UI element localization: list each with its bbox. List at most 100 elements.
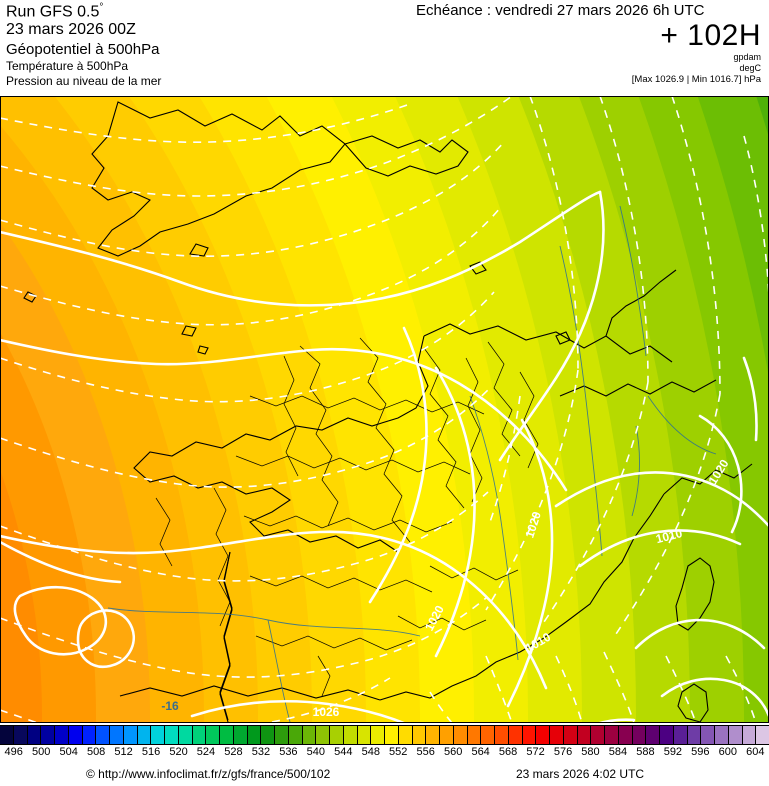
map-canvas[interactable]: 1026 1020 1010 1020 1020 1010 -16 (0, 96, 769, 723)
color-swatch (577, 726, 592, 744)
color-swatch (728, 726, 743, 744)
scale-tick-label: 552 (389, 746, 408, 758)
scale-tick-label: 572 (526, 746, 545, 758)
scale-tick-label: 548 (361, 746, 380, 758)
header: Run GFS 0.5° 23 mars 2026 00Z Géopotenti… (0, 0, 769, 96)
color-swatch (55, 726, 69, 744)
scale-tick-label: 556 (416, 746, 435, 758)
color-swatch (302, 726, 317, 744)
geopotential-bands (0, 96, 769, 723)
color-swatch (68, 726, 83, 744)
field-pressure: Pression au niveau de la mer (6, 74, 162, 88)
color-swatch (288, 726, 303, 744)
color-swatch (137, 726, 152, 744)
color-swatch (495, 726, 509, 744)
scale-tick-label: 568 (498, 746, 518, 758)
color-swatch (357, 726, 372, 744)
color-swatch (660, 726, 674, 744)
color-swatch (82, 726, 97, 744)
color-swatch (687, 726, 702, 744)
color-swatch (467, 726, 482, 744)
isobars (0, 190, 769, 723)
field-temperature: Température à 500hPa (6, 59, 129, 73)
color-swatch (508, 726, 523, 744)
color-swatch (151, 726, 165, 744)
color-swatch (316, 726, 330, 744)
scale-tick-label: 540 (306, 746, 326, 758)
scale-tick-label: 496 (4, 746, 23, 758)
model-run-text: Run GFS 0.5 (6, 3, 100, 21)
isobar-label-text: 1010 (654, 526, 684, 546)
color-swatch (371, 726, 385, 744)
color-swatch (220, 726, 234, 744)
color-swatch (522, 726, 537, 744)
color-swatch (605, 726, 619, 744)
isotherm-labels: -16 (161, 699, 179, 713)
color-swatch (27, 726, 42, 744)
unit-geopotential: gpdam (733, 52, 761, 62)
color-swatch (123, 726, 138, 744)
color-swatch (550, 726, 564, 744)
color-swatch (261, 726, 275, 744)
source-credit[interactable]: © http://www.infoclimat.fr/z/gfs/france/… (86, 767, 331, 781)
model-run-label: Run GFS 0.5° (6, 2, 103, 21)
color-swatch (110, 726, 124, 744)
isotherms (0, 96, 769, 723)
forecast-hour: + 102H (660, 19, 761, 52)
scale-tick-label: 544 (334, 746, 353, 758)
color-swatch (275, 726, 289, 744)
scale-tick-label: 588 (636, 746, 655, 758)
color-swatch (178, 726, 193, 744)
scale-tick-label: 600 (718, 746, 737, 758)
color-swatch (206, 726, 220, 744)
scale-tick-label: 592 (663, 746, 683, 758)
generation-time: 23 mars 2026 4:02 UTC (516, 767, 645, 781)
color-swatch (618, 726, 633, 744)
scale-tick-label: 516 (141, 746, 161, 758)
unit-temperature: degC (739, 63, 761, 73)
color-swatch (591, 726, 605, 744)
color-swatch (673, 726, 688, 744)
color-swatch (192, 726, 207, 744)
isobar-label-text: 1026 (313, 705, 340, 719)
color-swatch (233, 726, 248, 744)
scale-tick-label: 604 (746, 746, 765, 758)
scale-tick-label: 524 (196, 746, 216, 758)
color-swatch (165, 726, 179, 744)
color-swatch (412, 726, 427, 744)
run-date: 23 mars 2026 00Z (6, 21, 136, 38)
scale-tick-label: 500 (32, 746, 51, 758)
scale-tick-label: 576 (553, 746, 573, 758)
minmax-pressure: [Max 1026.9 | Min 1016.7] hPa (631, 74, 761, 85)
rivers (107, 205, 717, 723)
color-swatch (343, 726, 358, 744)
color-swatch (536, 726, 550, 744)
color-swatch (715, 726, 729, 744)
administrative-borders (155, 337, 539, 697)
scale-tick-label: 596 (691, 746, 710, 758)
color-swatch (453, 726, 468, 744)
scale-tick-label: 564 (471, 746, 490, 758)
scale-tick-label: 512 (114, 746, 133, 758)
isotherm-label-text: -16 (161, 699, 179, 713)
color-swatch (440, 726, 454, 744)
color-swatch (742, 726, 757, 744)
color-scale-bar (0, 725, 769, 745)
scale-tick-label: 560 (443, 746, 463, 758)
color-swatch (385, 726, 399, 744)
color-swatch (701, 726, 715, 744)
color-swatch (13, 726, 28, 744)
coastlines (23, 101, 753, 723)
scale-tick-label: 508 (86, 746, 106, 758)
degree-symbol: ° (99, 2, 104, 13)
scale-tick-label: 536 (279, 746, 298, 758)
scale-tick-label: 580 (581, 746, 600, 758)
color-scale-labels: 496 500 504 508 512 516 520 524 528 532 536 540 544 5… (0, 746, 769, 762)
scale-tick-label: 504 (59, 746, 78, 758)
color-swatch (426, 726, 440, 744)
scale-tick-label: 584 (608, 746, 628, 758)
color-swatch (330, 726, 344, 744)
color-swatch (646, 726, 660, 744)
color-swatch (563, 726, 578, 744)
footer: © http://www.infoclimat.fr/z/gfs/france/… (0, 765, 769, 786)
